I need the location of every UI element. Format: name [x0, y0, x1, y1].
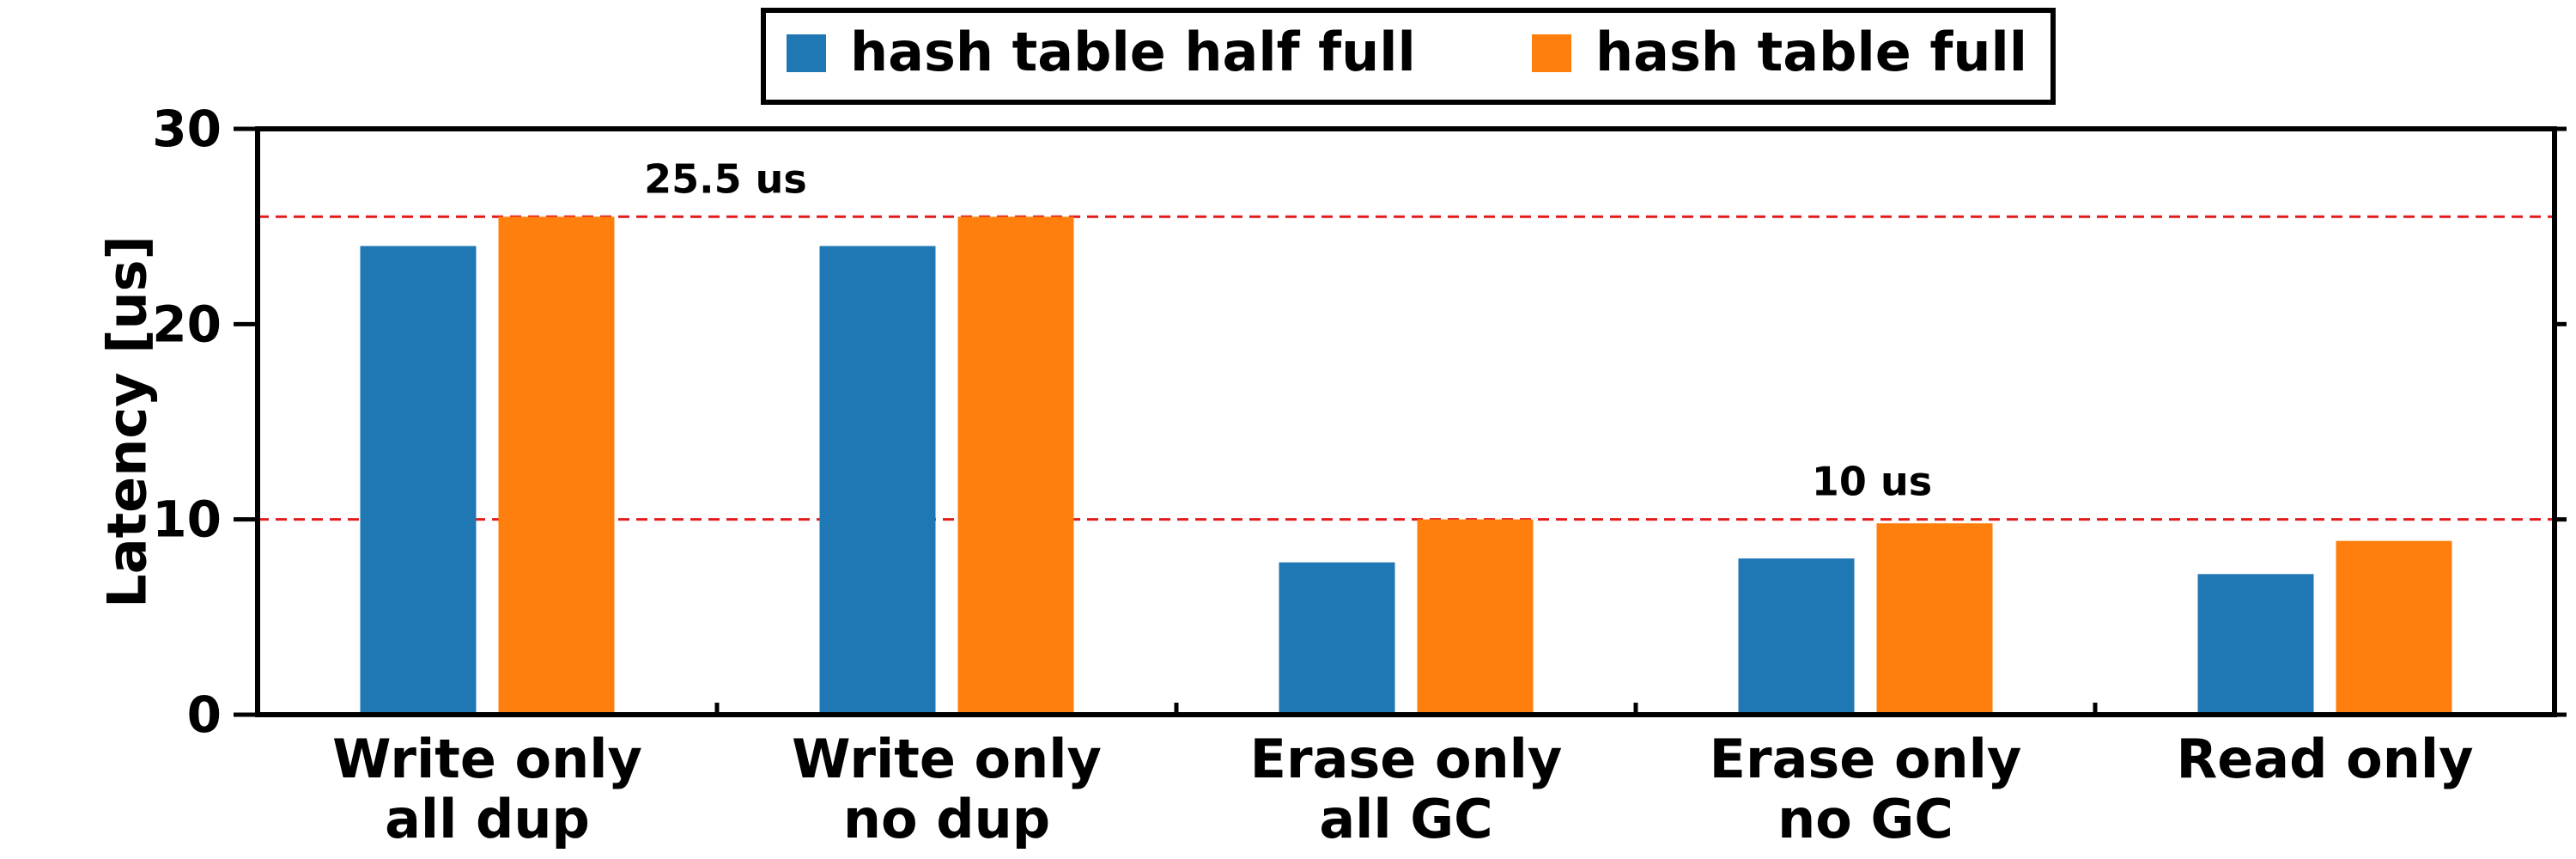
bar-full — [957, 216, 1074, 716]
bar-half-full — [819, 246, 936, 715]
y-axis: 0 10 20 30 — [152, 100, 2567, 744]
legend-swatch — [787, 34, 826, 72]
y-tick-label: 0 — [187, 685, 222, 744]
plot-frame — [255, 126, 2557, 717]
x-category-label: no GC — [1777, 788, 1953, 850]
bar-full — [1876, 523, 1993, 715]
y-axis-title: Latency [us] — [96, 235, 159, 608]
legend-box — [761, 8, 2056, 105]
bar-full — [1417, 519, 1534, 715]
bar-half-full — [1738, 558, 1855, 715]
reference-lines: 25.5 us 10 us — [258, 155, 2555, 521]
bar-full — [2336, 540, 2452, 715]
bar-half-full — [360, 246, 477, 715]
legend: hash table half full hash table full — [761, 8, 2056, 105]
y-tick-label: 30 — [152, 100, 222, 158]
bar-full — [498, 216, 615, 716]
bar-half-full — [1279, 562, 1395, 715]
legend-swatch — [1532, 34, 1571, 72]
legend-label: hash table full — [1595, 21, 2027, 83]
x-category-label: no dup — [843, 788, 1050, 850]
y-tick-label: 20 — [152, 295, 222, 353]
y-tick-label: 10 — [152, 490, 222, 549]
x-category-label: all GC — [1319, 788, 1492, 850]
legend-label: hash table half full — [850, 21, 1416, 83]
x-category-label: Write only — [332, 728, 642, 790]
bars — [360, 216, 2452, 716]
reference-line-label: 25.5 us — [644, 155, 807, 202]
x-category-label: Erase only — [1710, 728, 2022, 790]
x-category-label: all dup — [385, 788, 590, 850]
x-category-label: Read only — [2177, 728, 2474, 790]
reference-line-label: 10 us — [1812, 459, 1932, 505]
x-category-label: Write only — [792, 728, 1102, 790]
x-category-label: Erase only — [1250, 728, 1563, 790]
bar-half-full — [2197, 574, 2314, 715]
